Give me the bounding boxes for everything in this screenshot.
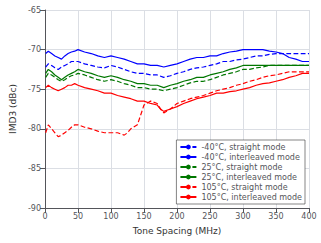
svg-text:-75: -75 [28,85,41,94]
svg-text:Tone Spacing (MHz): Tone Spacing (MHz) [132,226,222,236]
svg-text:50: 50 [73,212,83,221]
svg-text:200: 200 [169,212,184,221]
svg-text:IMD3 (dBc): IMD3 (dBc) [8,84,18,134]
svg-text:150: 150 [136,212,151,221]
svg-text:-65: -65 [28,6,41,15]
svg-text:105°C, straight mode: 105°C, straight mode [201,183,287,192]
svg-text:105°C, interleaved mode: 105°C, interleaved mode [201,193,302,202]
svg-text:300: 300 [235,212,250,221]
svg-text:25°C, straight mode: 25°C, straight mode [201,163,282,172]
svg-text:100: 100 [103,212,118,221]
svg-text:400: 400 [301,212,316,221]
svg-text:-80: -80 [28,124,41,133]
svg-text:-40°C, straight mode: -40°C, straight mode [201,143,285,152]
svg-text:350: 350 [268,212,283,221]
svg-text:0: 0 [42,212,47,221]
svg-text:-40°C, interleaved mode: -40°C, interleaved mode [201,153,299,162]
svg-text:-70: -70 [28,45,41,54]
svg-text:250: 250 [202,212,217,221]
svg-text:25°C, interleaved mode: 25°C, interleaved mode [201,173,297,182]
svg-text:-85: -85 [28,164,41,173]
svg-text:-90: -90 [28,204,41,213]
